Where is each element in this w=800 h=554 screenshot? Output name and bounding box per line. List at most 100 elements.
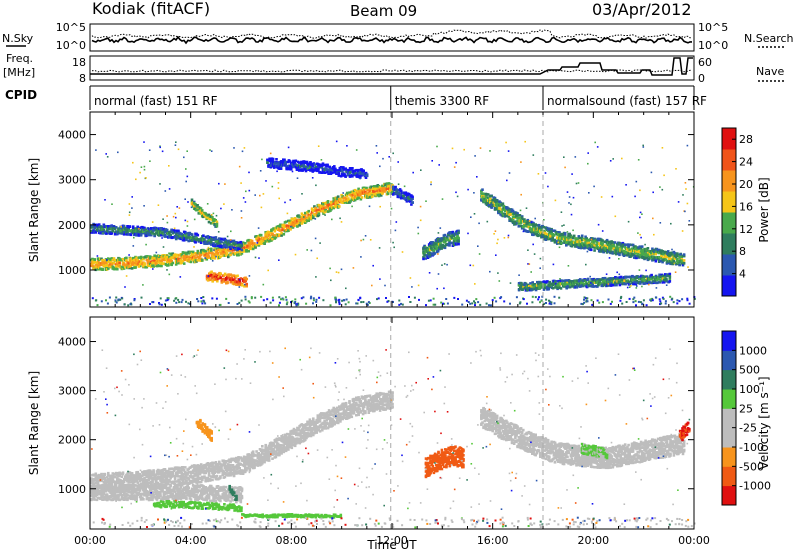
range-cell <box>403 185 406 188</box>
range-cell <box>436 287 438 290</box>
range-cell <box>345 298 348 301</box>
range-cell <box>250 296 253 299</box>
range-cell <box>141 262 144 266</box>
range-cell <box>678 256 681 259</box>
range-cell <box>685 188 687 190</box>
range-cell <box>682 194 684 196</box>
range-cell <box>309 212 313 216</box>
range-cell <box>131 207 133 209</box>
range-cell <box>526 220 530 224</box>
range-cell <box>152 261 155 264</box>
range-cell <box>346 145 348 147</box>
range-cell <box>360 256 362 258</box>
range-cell <box>245 277 248 281</box>
range-cell <box>317 212 321 216</box>
range-cell <box>300 222 304 225</box>
range-cell <box>120 226 122 228</box>
range-cell <box>372 264 374 267</box>
range-cell <box>618 253 621 257</box>
range-cell <box>155 264 159 268</box>
range-cell <box>310 207 314 210</box>
range-cell <box>645 249 648 252</box>
range-cell <box>356 173 359 176</box>
range-cell <box>545 302 547 304</box>
range-cell <box>542 225 545 229</box>
range-cell <box>672 301 675 304</box>
range-cell <box>229 253 232 257</box>
range-cell <box>678 263 681 267</box>
range-cell <box>209 278 212 282</box>
range-cell <box>270 239 273 242</box>
range-cell <box>627 220 630 223</box>
range-cell <box>635 304 637 307</box>
range-cell <box>215 225 219 228</box>
range-cell <box>507 150 510 152</box>
range-cell <box>204 302 207 305</box>
range-cell <box>457 229 460 233</box>
range-cell <box>208 217 212 221</box>
range-cell <box>93 259 96 263</box>
range-cell <box>538 296 540 299</box>
range-cell <box>392 241 394 244</box>
range-cell <box>225 278 228 281</box>
range-cell <box>282 223 286 227</box>
range-cell <box>323 171 327 174</box>
freq-left-top: 18 <box>72 56 86 69</box>
range-cell <box>213 249 215 251</box>
range-cell <box>554 199 557 202</box>
range-cell <box>265 232 269 235</box>
range-cell <box>385 182 389 185</box>
range-cell <box>560 211 563 213</box>
range-cell <box>125 256 128 260</box>
range-cell <box>194 235 197 238</box>
range-cell <box>345 194 349 197</box>
range-cell <box>213 237 216 241</box>
range-cell <box>180 261 184 264</box>
range-cell <box>187 302 190 305</box>
range-cell <box>544 172 547 174</box>
range-cell <box>609 248 612 252</box>
range-cell <box>412 171 414 174</box>
range-cell <box>164 257 168 261</box>
range-cell <box>202 234 205 237</box>
range-cell <box>678 254 681 258</box>
range-cell <box>666 250 670 253</box>
range-cell <box>528 223 532 226</box>
range-cell <box>518 274 520 276</box>
range-cell <box>277 187 280 190</box>
range-cell <box>160 264 163 268</box>
range-cell <box>266 298 269 301</box>
range-cell <box>182 262 186 265</box>
range-cell <box>551 286 555 290</box>
range-cell <box>639 216 641 219</box>
range-cell <box>205 274 209 278</box>
range-cell <box>436 145 438 148</box>
range-cell <box>635 256 638 260</box>
range-cell <box>285 298 288 301</box>
range-cell <box>572 234 576 238</box>
range-cell <box>498 280 501 282</box>
range-cell <box>668 280 672 283</box>
range-cell <box>427 299 430 302</box>
range-cell <box>517 225 521 228</box>
range-cell <box>313 163 317 166</box>
range-cell <box>148 149 151 151</box>
range-cell <box>419 205 422 208</box>
range-cell <box>212 221 215 224</box>
range-cell <box>220 237 223 241</box>
range-cell <box>379 187 383 191</box>
range-cell <box>548 299 550 302</box>
range-cell <box>490 194 493 198</box>
range-cell <box>278 227 281 230</box>
range-cell <box>457 231 460 235</box>
range-cell <box>601 239 604 242</box>
range-cell <box>563 233 567 236</box>
range-cell <box>453 166 456 168</box>
range-cell <box>443 233 447 237</box>
range-cell <box>335 271 338 273</box>
range-cell <box>659 222 662 224</box>
range-cell <box>636 254 639 258</box>
range-cell <box>589 248 593 252</box>
range-cell <box>92 265 95 268</box>
range-cell <box>469 302 472 305</box>
